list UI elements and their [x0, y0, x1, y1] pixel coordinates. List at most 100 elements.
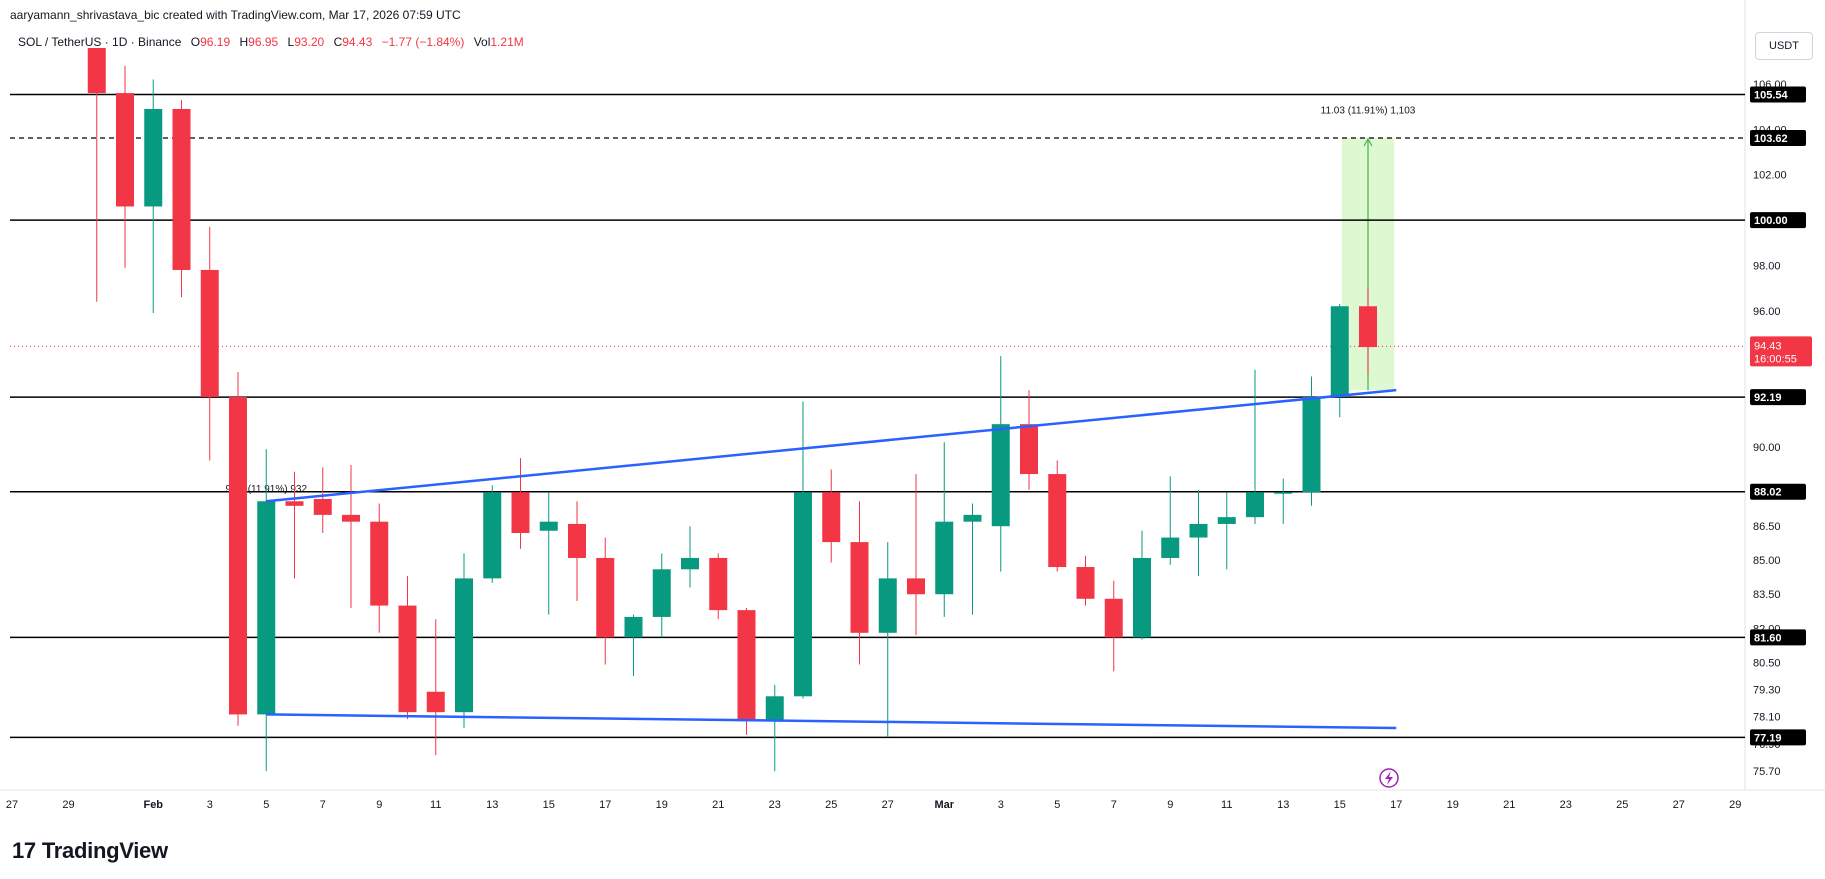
time-tick-label: 15 [1334, 799, 1346, 811]
trendlines [266, 388, 1397, 730]
time-tick-label: 21 [1503, 799, 1515, 811]
time-tick-label: 11 [1221, 799, 1232, 811]
candle-body-up [1189, 523, 1208, 538]
time-tick-label: 23 [1560, 799, 1572, 811]
candle-body-down [426, 691, 445, 713]
level-tag-label: 77.19 [1754, 732, 1782, 744]
level-tag-bg [1750, 389, 1806, 406]
level-tag-bg [1750, 483, 1806, 500]
candle-body-down [313, 499, 332, 515]
flash-icon-ring [1379, 768, 1399, 788]
level-tag-bg [1750, 729, 1806, 746]
time-tick-label: 9 [376, 799, 382, 811]
price-tick-label: 90.00 [1753, 442, 1781, 454]
time-tick-label: 27 [1673, 799, 1685, 811]
time-tick-label: 29 [1729, 799, 1741, 811]
time-tick-label: 3 [207, 799, 213, 811]
candle-body-down [172, 108, 191, 270]
change-value: −1.77 (−1.84%) [381, 35, 465, 49]
level-tag-label: 100.00 [1754, 215, 1788, 227]
candle-body-up [1274, 492, 1293, 494]
time-tick-label: 17 [599, 799, 611, 811]
symbol-name[interactable]: SOL / TetherUS · 1D · Binance [18, 35, 182, 49]
candle-body-up [1217, 517, 1236, 524]
open-label: O [190, 35, 201, 49]
candle-body-down [511, 492, 530, 534]
candle-body-down [596, 557, 615, 638]
flash-icon[interactable] [1379, 768, 1399, 788]
level-tag-label: 88.02 [1754, 487, 1782, 499]
level-price-tag: 100.00 [1750, 212, 1806, 229]
time-tick-label: 21 [712, 799, 724, 811]
candle-body-down [87, 48, 106, 94]
level-price-tag: 88.02 [1750, 483, 1806, 500]
volume-value: 1.21M [490, 35, 524, 49]
price-tick-label: 86.50 [1753, 521, 1781, 533]
level-tag-bg [1750, 129, 1806, 146]
measure-label: 11.03 (11.91%) 1,103 [1321, 105, 1416, 116]
candle-body-up [1161, 537, 1180, 558]
candle-body-down [398, 605, 417, 713]
time-tick-label: 19 [656, 799, 668, 811]
low-label: L [287, 35, 295, 49]
level-tag-label: 92.19 [1754, 392, 1782, 404]
level-price-tag: 77.19 [1750, 729, 1806, 746]
price-axis[interactable]: 106.00104.00102.0098.0096.0090.0086.5085… [1750, 79, 1812, 778]
time-tick-label: Mar [934, 799, 954, 811]
level-tag-label: 103.62 [1754, 133, 1788, 145]
candle-body-up [765, 696, 784, 722]
candle-body-up [144, 108, 163, 207]
time-tick-label: Feb [143, 799, 163, 811]
high-value: 96.95 [248, 35, 279, 49]
candle-body-down [116, 93, 134, 207]
time-tick-label: 13 [1277, 799, 1289, 811]
trendline [266, 713, 1397, 730]
candle-body-up [681, 557, 699, 570]
candle-body-up [878, 578, 897, 633]
level-price-tag: 105.54 [1750, 86, 1806, 103]
last-price-value: 94.43 [1754, 340, 1782, 352]
level-tag-bg [1750, 629, 1806, 646]
volume-label: Vol [473, 35, 491, 49]
candle-body-up [1330, 306, 1349, 397]
candle-body-down [568, 523, 586, 558]
candle-body-down [1020, 424, 1038, 475]
time-tick-label: 7 [1111, 799, 1117, 811]
time-tick-label: 27 [882, 799, 894, 811]
grid [0, 0, 1825, 791]
candle-body-down [370, 521, 389, 606]
last-price-tag-bg [1750, 336, 1812, 367]
time-axis[interactable]: 27 29 Feb 3 5 7 9 11 13 15 17 19 21 23 25 27 Mar 3 5 7 9 11 13… [6, 799, 1742, 811]
candle-body-down [200, 269, 219, 397]
time-tick-label: 19 [1447, 799, 1459, 811]
candle-body-up [935, 521, 954, 595]
candle-body-up [539, 521, 558, 531]
chart-attribution: aaryamann_shrivastava_bic created with T… [10, 8, 461, 22]
candle-body-down [737, 610, 756, 722]
time-tick-label: 13 [486, 799, 498, 811]
tradingview-logo: 17 TradingView [12, 838, 168, 864]
tradingview-mark-icon: 17 [12, 838, 36, 863]
time-tick-label: 9 [1167, 799, 1173, 811]
price-tick-label: 79.30 [1753, 684, 1781, 696]
candle-body-up [624, 616, 643, 638]
last-price-countdown: 16:00:55 [1754, 353, 1797, 365]
time-tick-label: 5 [263, 799, 269, 811]
candle-body-down [822, 492, 841, 543]
time-tick-label: 17 [1390, 799, 1402, 811]
high-label: H [239, 35, 249, 49]
price-tick-label: 102.00 [1753, 170, 1787, 182]
currency-selector[interactable]: USDT [1755, 32, 1813, 60]
candle-body-up [483, 492, 502, 579]
candle-body-down [850, 542, 869, 633]
time-tick-label: 7 [320, 799, 326, 811]
time-tick-label: 25 [1616, 799, 1628, 811]
time-tick-label: 29 [62, 799, 74, 811]
open-value: 96.19 [200, 35, 231, 49]
candle-body-down [1048, 474, 1067, 568]
candle-body-down [1076, 567, 1095, 599]
level-tag-label: 105.54 [1754, 89, 1789, 101]
